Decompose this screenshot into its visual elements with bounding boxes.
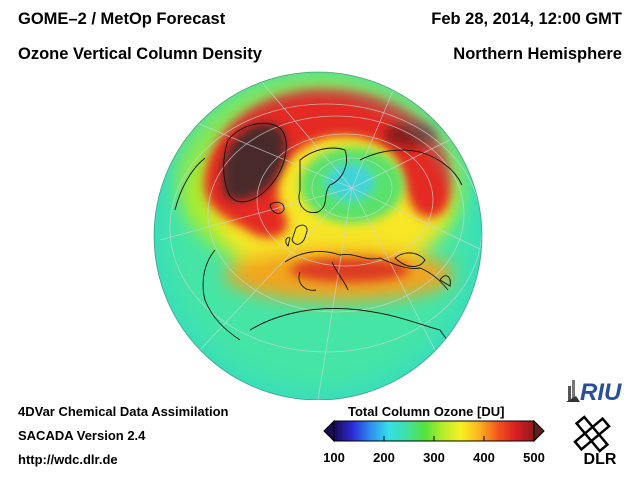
hudson-coast bbox=[174, 157, 206, 211]
colorbar-title: Total Column Ozone [DU] bbox=[348, 404, 505, 419]
source-url: http://wdc.dlr.de bbox=[18, 452, 118, 467]
italy-coast bbox=[331, 261, 349, 291]
graticule bbox=[159, 73, 482, 400]
dlr-logo: DLR bbox=[573, 415, 617, 468]
colorbar-high-arrow bbox=[533, 419, 545, 443]
colorbar-low-arrow bbox=[323, 419, 335, 443]
title-line1: GOME–2 / MetOp Forecast bbox=[18, 10, 226, 28]
version-label: SACADA Version 2.4 bbox=[18, 428, 146, 443]
black-sea-coast bbox=[394, 252, 426, 267]
ozone-field bbox=[154, 72, 482, 400]
iberia-coast bbox=[298, 271, 317, 291]
colorbar-tick-label: 100 bbox=[323, 450, 345, 465]
riu-logo-text: RIU bbox=[580, 379, 622, 406]
british-isles-coast bbox=[285, 224, 308, 247]
iceland-coast bbox=[269, 201, 285, 214]
globe-limb-shade bbox=[154, 72, 482, 400]
europe-south-coast bbox=[284, 251, 449, 291]
scandinavia-coast bbox=[298, 147, 347, 213]
colorbar-tick-label: 400 bbox=[473, 450, 495, 465]
arctic-russia-coast bbox=[359, 149, 463, 186]
colorbar-tick-label: 200 bbox=[373, 450, 395, 465]
colorbar bbox=[323, 419, 545, 443]
caspian-coast bbox=[439, 275, 451, 287]
greenland-coast bbox=[223, 122, 287, 203]
method-label: 4DVar Chemical Data Assimilation bbox=[18, 404, 229, 419]
north-america-east-coast bbox=[202, 249, 241, 341]
colorbar-tick-label: 300 bbox=[423, 450, 445, 465]
dlr-logo-text: DLR bbox=[584, 451, 617, 468]
ozone-globe-map bbox=[153, 71, 483, 400]
region-label: Northern Hemisphere bbox=[453, 45, 622, 63]
forecast-date: Feb 28, 2014, 12:00 GMT bbox=[431, 10, 622, 28]
riu-logo: RIU bbox=[566, 379, 622, 406]
globe-outline bbox=[153, 71, 483, 400]
colorbar-tick-label: 500 bbox=[523, 450, 545, 465]
title-line2: Ozone Vertical Column Density bbox=[18, 45, 262, 63]
